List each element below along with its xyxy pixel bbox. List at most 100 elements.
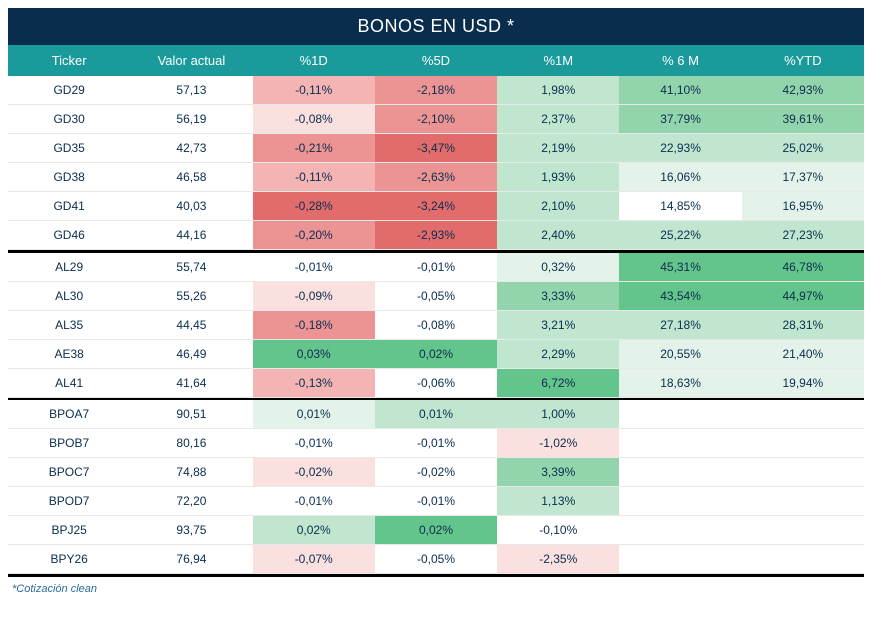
col-header: %1D (253, 45, 375, 76)
pct-cell: 14,85% (619, 192, 741, 221)
table-row: AE3846,490,03%0,02%2,29%20,55%21,40% (8, 339, 864, 368)
pct-cell: -0,06% (375, 368, 497, 397)
pct-cell: 28,31% (742, 310, 864, 339)
pct-cell (619, 429, 741, 458)
pct-cell: -0,05% (375, 545, 497, 574)
table-row: BPOD772,20-0,01%-0,01%1,13% (8, 487, 864, 516)
table-row: AL4141,64-0,13%-0,06%6,72%18,63%19,94% (8, 368, 864, 397)
pct-cell: -0,08% (253, 105, 375, 134)
pct-cell: -0,02% (253, 458, 375, 487)
valor-cell: 46,49 (130, 339, 252, 368)
pct-cell: 2,19% (497, 134, 619, 163)
pct-cell: -0,01% (253, 253, 375, 282)
valor-cell: 44,16 (130, 221, 252, 250)
pct-cell: 2,37% (497, 105, 619, 134)
pct-cell: -0,01% (375, 429, 497, 458)
ticker-cell: AE38 (8, 339, 130, 368)
pct-cell: 3,39% (497, 458, 619, 487)
table-row: AL2955,74-0,01%-0,01%0,32%45,31%46,78% (8, 253, 864, 282)
table-row: GD3846,58-0,11%-2,63%1,93%16,06%17,37% (8, 163, 864, 192)
valor-cell: 41,64 (130, 368, 252, 397)
pct-cell: 0,02% (253, 516, 375, 545)
table-row: GD3056,19-0,08%-2,10%2,37%37,79%39,61% (8, 105, 864, 134)
ticker-cell: BPOD7 (8, 487, 130, 516)
valor-cell: 74,88 (130, 458, 252, 487)
pct-cell: 2,10% (497, 192, 619, 221)
pct-cell: 3,33% (497, 281, 619, 310)
pct-cell: 19,94% (742, 368, 864, 397)
pct-cell: 2,40% (497, 221, 619, 250)
valor-cell: 90,51 (130, 400, 252, 429)
pct-cell: -2,10% (375, 105, 497, 134)
pct-cell: 0,03% (253, 339, 375, 368)
ticker-cell: BPOC7 (8, 458, 130, 487)
table-row: GD2957,13-0,11%-2,18%1,98%41,10%42,93% (8, 76, 864, 105)
ticker-cell: AL41 (8, 368, 130, 397)
pct-cell: -0,18% (253, 310, 375, 339)
pct-cell (742, 545, 864, 574)
pct-cell: 17,37% (742, 163, 864, 192)
pct-cell: -0,13% (253, 368, 375, 397)
pct-cell: 6,72% (497, 368, 619, 397)
valor-cell: 55,26 (130, 281, 252, 310)
pct-cell: -2,93% (375, 221, 497, 250)
pct-cell: 27,23% (742, 221, 864, 250)
pct-cell: 0,32% (497, 253, 619, 282)
ticker-cell: BPJ25 (8, 516, 130, 545)
pct-cell: -1,02% (497, 429, 619, 458)
pct-cell: 43,54% (619, 281, 741, 310)
pct-cell: 0,01% (253, 400, 375, 429)
footnote: *Cotización clean (8, 577, 864, 595)
valor-cell: 44,45 (130, 310, 252, 339)
pct-cell: -0,01% (375, 253, 497, 282)
pct-cell: -0,11% (253, 76, 375, 105)
valor-cell: 72,20 (130, 487, 252, 516)
table-row: BPJ2593,750,02%0,02%-0,10% (8, 516, 864, 545)
valor-cell: 40,03 (130, 192, 252, 221)
pct-cell (742, 400, 864, 429)
pct-cell (619, 400, 741, 429)
ticker-cell: GD35 (8, 134, 130, 163)
pct-cell: 37,79% (619, 105, 741, 134)
pct-cell: 20,55% (619, 339, 741, 368)
ticker-cell: GD38 (8, 163, 130, 192)
pct-cell: 0,01% (375, 400, 497, 429)
ticker-cell: GD41 (8, 192, 130, 221)
pct-cell: 1,00% (497, 400, 619, 429)
pct-cell: 16,06% (619, 163, 741, 192)
valor-cell: 55,74 (130, 253, 252, 282)
table-row: BPY2676,94-0,07%-0,05%-2,35% (8, 545, 864, 574)
pct-cell: -0,11% (253, 163, 375, 192)
bonds-table: BONOS EN USD * TickerValor actual%1D%5D%… (8, 8, 864, 577)
pct-cell: -0,28% (253, 192, 375, 221)
table-row: GD4140,03-0,28%-3,24%2,10%14,85%16,95% (8, 192, 864, 221)
pct-cell: 16,95% (742, 192, 864, 221)
col-header: Ticker (8, 45, 130, 76)
pct-cell: -0,05% (375, 281, 497, 310)
pct-cell: 0,02% (375, 516, 497, 545)
ticker-cell: AL29 (8, 253, 130, 282)
pct-cell: 44,97% (742, 281, 864, 310)
pct-cell (742, 458, 864, 487)
ticker-cell: AL35 (8, 310, 130, 339)
valor-cell: 93,75 (130, 516, 252, 545)
valor-cell: 46,58 (130, 163, 252, 192)
title-row: BONOS EN USD * (8, 8, 864, 45)
pct-cell (742, 487, 864, 516)
pct-cell (742, 516, 864, 545)
valor-cell: 57,13 (130, 76, 252, 105)
pct-cell: 18,63% (619, 368, 741, 397)
pct-cell: 45,31% (619, 253, 741, 282)
pct-cell: 1,98% (497, 76, 619, 105)
pct-cell: 1,93% (497, 163, 619, 192)
table-row: BPOB780,16-0,01%-0,01%-1,02% (8, 429, 864, 458)
col-header: %YTD (742, 45, 864, 76)
ticker-cell: GD29 (8, 76, 130, 105)
pct-cell: 39,61% (742, 105, 864, 134)
pct-cell: 41,10% (619, 76, 741, 105)
pct-cell: -2,18% (375, 76, 497, 105)
pct-cell: -0,10% (497, 516, 619, 545)
header-row: TickerValor actual%1D%5D%1M% 6 M%YTD (8, 45, 864, 76)
pct-cell: -0,20% (253, 221, 375, 250)
pct-cell: 0,02% (375, 339, 497, 368)
